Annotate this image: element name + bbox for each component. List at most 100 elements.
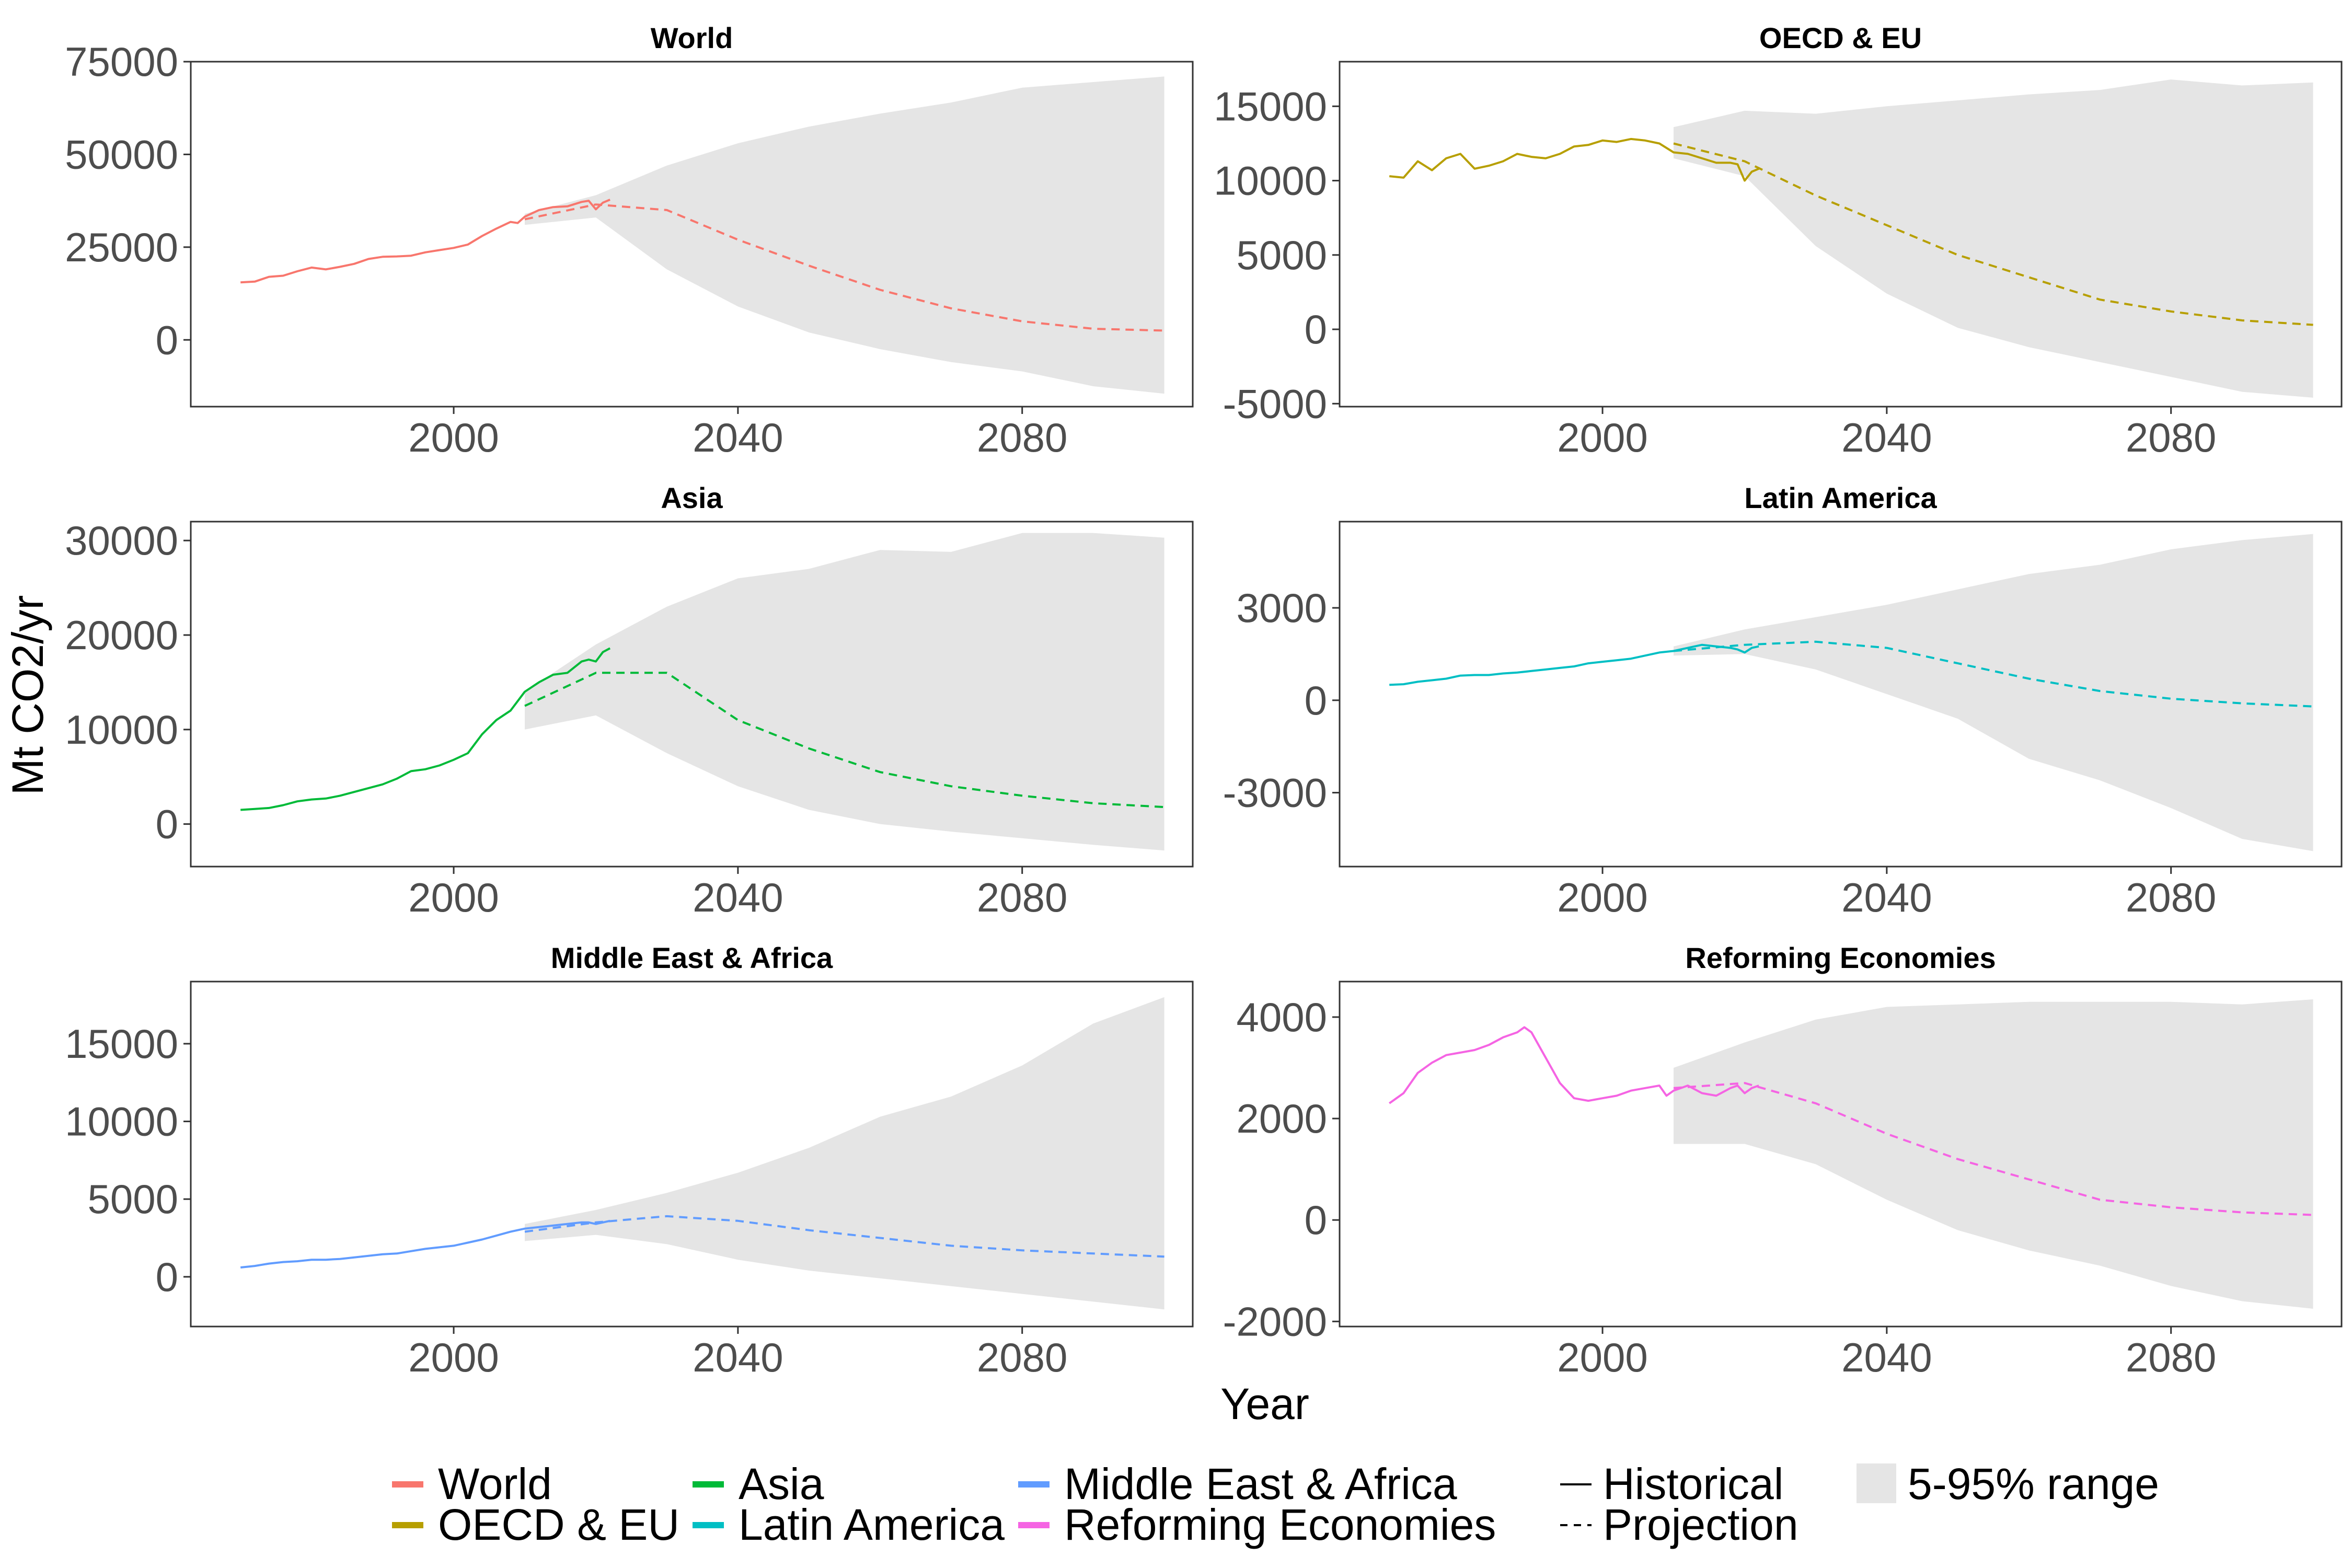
x-tick-label: 2040 [693, 874, 783, 920]
y-tick-label: 0 [156, 801, 178, 847]
series-line-historical [240, 647, 611, 811]
x-tick-label: 2040 [693, 1334, 783, 1380]
legend-item-middle-east-and-africa: Middle East & Africa [1018, 1459, 1457, 1508]
x-tick-label: 2040 [1841, 1334, 1932, 1380]
y-tick-label: 0 [1305, 1197, 1327, 1243]
y-tick-label: 30000 [65, 517, 178, 563]
panel-border [1339, 981, 2343, 1328]
x-tick-label: 2080 [2126, 1334, 2217, 1380]
panel-border [1339, 521, 2343, 868]
legend-label: Asia [739, 1459, 824, 1508]
panel-world: World 2000 2040 2080 0 25000 50000 75000 [65, 21, 1194, 460]
x-tick-label: 2080 [2126, 414, 2217, 460]
y-tick-label: 2000 [1236, 1096, 1327, 1142]
x-tick-label: 2040 [693, 414, 783, 460]
y-axis-title: Mt CO2/yr [3, 595, 52, 795]
panel-border [190, 521, 1194, 868]
legend-item-range: 5-95% range [1857, 1459, 2159, 1508]
x-tick-label: 2000 [1557, 1334, 1648, 1380]
x-tick-label: 2000 [1557, 874, 1648, 920]
legend-label: Middle East & Africa [1064, 1459, 1457, 1508]
legend-label: Projection [1603, 1500, 1798, 1549]
legend-label: Reforming Economies [1064, 1500, 1496, 1549]
legend-item-reforming-economies: Reforming Economies [1018, 1500, 1496, 1549]
legend-label: Historical [1603, 1459, 1783, 1508]
legend-item-asia: Asia [693, 1459, 824, 1508]
legend-label: World [438, 1459, 552, 1508]
series-line-historical [240, 1219, 610, 1269]
y-tick-label: -3000 [1223, 770, 1328, 816]
x-axis-title: Year [1220, 1379, 1309, 1428]
y-tick-label: 20000 [65, 612, 178, 658]
series-line-historical [1389, 1026, 1759, 1104]
y-tick-label: 0 [1305, 306, 1327, 352]
range-band [525, 76, 1165, 394]
y-tick-label: 0 [156, 1254, 178, 1300]
y-tick-label: 10000 [1214, 158, 1327, 204]
panel-title: Reforming Economies [1685, 941, 1996, 974]
panel-reforming-economies: Reforming Economies 2000 2040 2080 -2000 0 200… [1223, 941, 2343, 1380]
legend-label: OECD & EU [438, 1500, 679, 1549]
y-tick-label: 10000 [65, 707, 178, 753]
panel-latin-america: Latin America 2000 2040 2080 -3000 0 3000 [1223, 481, 2343, 920]
range-band [1674, 534, 2313, 851]
y-tick-label: 0 [156, 317, 178, 363]
x-tick-label: 2080 [2126, 874, 2217, 920]
legend-label: 5-95% range [1908, 1459, 2159, 1508]
series-line-projection [1673, 640, 2313, 708]
y-tick-label: 15000 [1214, 83, 1327, 129]
y-tick-label: 50000 [65, 131, 178, 177]
y-tick-label: 0 [1305, 677, 1327, 723]
legend-item-latin-america: Latin America [693, 1500, 1005, 1549]
series-line-historical [1389, 137, 1759, 182]
series-line-historical [240, 199, 610, 284]
legend-item-historical: Historical [1560, 1459, 1783, 1508]
panel-title: OECD & EU [1759, 21, 1922, 54]
x-tick-label: 2080 [977, 1334, 1068, 1380]
y-tick-label: 75000 [65, 39, 178, 85]
x-tick-label: 2080 [977, 414, 1068, 460]
series-line-projection [1673, 142, 2313, 326]
panel-title: Middle East & Africa [551, 941, 833, 974]
panel-title: Asia [661, 481, 723, 514]
panel-title: World [651, 21, 733, 54]
x-tick-label: 2040 [1841, 874, 1932, 920]
range-band [1674, 79, 2313, 398]
panel-border [190, 981, 1194, 1328]
legend-item-projection: Projection [1560, 1500, 1798, 1549]
x-tick-label: 2000 [408, 414, 499, 460]
legend-item-world: World [392, 1459, 552, 1508]
x-tick-label: 2000 [408, 874, 499, 920]
range-band [525, 997, 1165, 1310]
series-line-projection [1673, 1082, 2313, 1216]
y-tick-label: -5000 [1223, 381, 1328, 426]
y-tick-label: 15000 [65, 1021, 178, 1067]
series-line-projection [524, 672, 1165, 809]
y-tick-label: 25000 [65, 224, 178, 270]
panel-border [1339, 61, 2343, 408]
panel-oecd-and-eu: OECD & EU 2000 2040 2080 -5000 0 5000 10000 1500… [1214, 21, 2343, 460]
x-tick-label: 2000 [408, 1334, 499, 1380]
panel-middle-east-and-africa: Middle East & Africa 2000 2040 2080 0 5000 100… [65, 941, 1194, 1380]
range-band [525, 533, 1165, 851]
x-tick-label: 2080 [977, 874, 1068, 920]
legend-item-oecd-and-eu: OECD & EU [392, 1500, 679, 1549]
range-band [1674, 999, 2313, 1309]
x-tick-label: 2000 [1557, 414, 1648, 460]
series-line-projection [524, 203, 1165, 332]
panel-border [190, 61, 1194, 408]
panel-asia: Asia 2000 2040 2080 0 10000 20000 30000 [65, 481, 1194, 920]
y-tick-label: 5000 [1236, 232, 1327, 278]
y-tick-label: -2000 [1223, 1298, 1328, 1344]
legend-label: Latin America [739, 1500, 1005, 1549]
y-tick-label: 10000 [65, 1099, 178, 1145]
legend-key-range [1857, 1463, 1896, 1503]
y-tick-label: 4000 [1236, 994, 1327, 1040]
y-tick-label: 5000 [87, 1176, 178, 1222]
x-tick-label: 2040 [1841, 414, 1932, 460]
y-tick-label: 3000 [1236, 585, 1327, 631]
panel-title: Latin America [1744, 481, 1937, 514]
